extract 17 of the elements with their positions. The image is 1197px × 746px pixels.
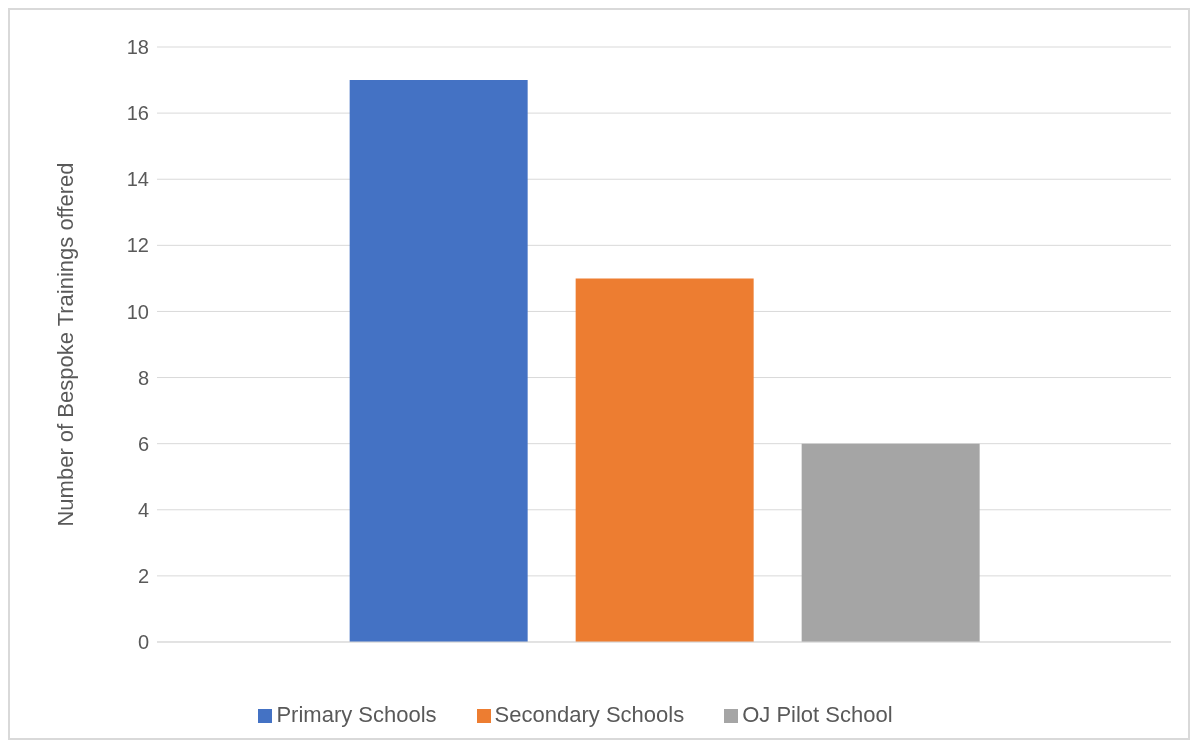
bar: [349, 80, 528, 642]
legend-label: Secondary Schools: [494, 702, 685, 727]
y-tick-label: 10: [126, 300, 149, 323]
y-tick-label: 4: [137, 498, 149, 521]
y-axis-title: Number of Bespoke Trainings offered: [52, 162, 78, 527]
y-tick-label: 8: [137, 366, 149, 389]
y-tick-label: 16: [126, 102, 149, 125]
bar: [801, 443, 980, 642]
y-tick-label: 2: [137, 564, 149, 587]
y-tick-label: 0: [137, 631, 149, 654]
y-tick-label: 14: [126, 168, 149, 191]
bar: [575, 278, 754, 642]
y-tick-label: 6: [137, 432, 149, 455]
legend-label: OJ Pilot School: [742, 702, 893, 727]
y-tick-label: 18: [126, 36, 149, 59]
legend-label: Primary Schools: [276, 702, 437, 727]
y-tick-label: 12: [126, 234, 149, 257]
